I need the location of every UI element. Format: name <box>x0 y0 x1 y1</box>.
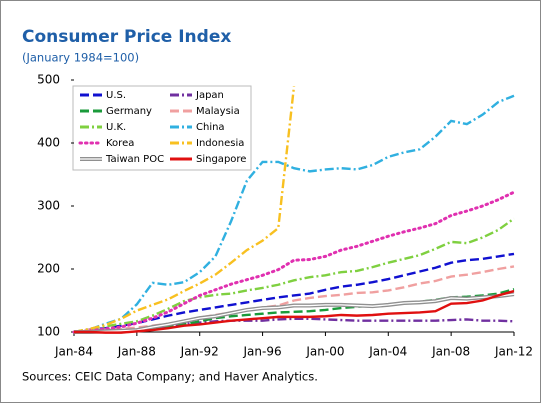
series-line <box>73 94 515 334</box>
y-tick-label: 100 <box>37 325 60 339</box>
legend-label: U.S. <box>106 90 126 101</box>
y-tick-label: 300 <box>37 199 60 213</box>
legend-label: Japan <box>195 90 224 101</box>
legend-label: Germany <box>106 106 152 117</box>
series-line <box>72 190 516 334</box>
plot-area <box>72 86 516 334</box>
x-tick-label: Jan-12 <box>494 345 533 359</box>
chart-subtitle: (January 1984=100) <box>22 51 139 65</box>
x-tick-label: Jan-96 <box>243 345 282 359</box>
legend-label: Korea <box>106 138 134 149</box>
y-tick-label: 500 <box>37 73 60 87</box>
x-tick-label: Jan-08 <box>431 345 470 359</box>
series-line-inner <box>74 293 515 333</box>
y-tick-label: 200 <box>37 262 60 276</box>
x-tick-label: Jan-00 <box>305 345 344 359</box>
legend-label: Malaysia <box>196 106 240 117</box>
legend-label: Singapore <box>196 154 246 165</box>
x-tick-label: Jan-04 <box>368 345 407 359</box>
legend-label: Indonesia <box>196 138 244 149</box>
series-line <box>73 86 296 334</box>
x-tick-label: Jan-92 <box>180 345 219 359</box>
series-line <box>73 252 515 334</box>
y-tick-label: 400 <box>37 136 60 150</box>
x-tick-label: Jan-84 <box>54 345 93 359</box>
source-note: Sources: CEIC Data Company; and Haver An… <box>22 370 318 384</box>
x-tick-label: Jan-88 <box>117 345 156 359</box>
series-line <box>73 217 515 334</box>
series-line <box>74 289 515 334</box>
legend-label: U.K. <box>106 122 126 133</box>
legend-label: China <box>196 122 225 133</box>
chart-title: Consumer Price Index <box>22 27 231 47</box>
legend-label: Taiwan POC <box>105 154 164 165</box>
legend-box <box>72 85 252 171</box>
